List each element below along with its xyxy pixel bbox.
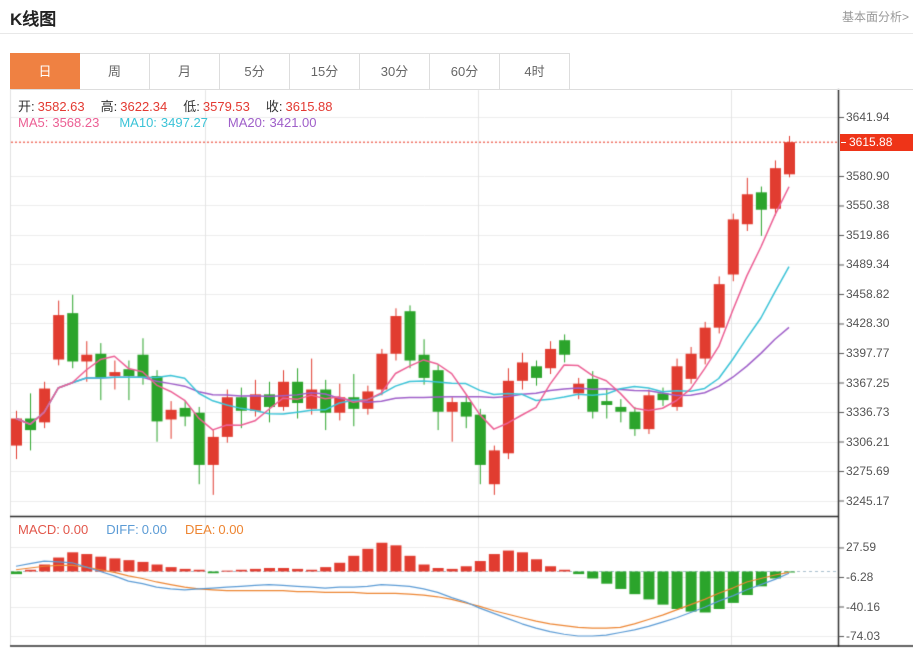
macd-axis-label: -74.03 [846,629,881,644]
macd-axis-label: -40.16 [846,599,881,614]
ma10-label: MA10: [119,115,157,130]
ohlc-low: 低: 3579.53 [183,96,250,115]
high-value: 3622.34 [120,99,168,114]
price-axis-label: 3458.82 [846,286,890,301]
current-price-tag: 3615.88 [840,134,913,151]
low-label: 低: [183,99,200,114]
macd-readout: MACD: 0.00 DIFF: 0.00 DEA: 0.00 [18,522,244,537]
ma5-readout: MA5: 3568.23 [18,115,99,130]
page-title: K线图 [10,10,57,29]
macd-value: 0.00 [62,522,89,537]
close-label: 收: [265,99,283,114]
price-axis-label: 3489.34 [846,257,890,272]
tab-day[interactable]: 日 [10,53,80,90]
tab-month[interactable]: 月 [150,53,220,90]
ma5-label: MA5: [18,115,49,130]
period-tab-bar: 日 周 月 5分 15分 30分 60分 4时 [10,53,570,90]
tab-30min[interactable]: 30分 [360,53,430,90]
price-axis-label: 3367.25 [846,375,890,390]
open-label: 开: [18,99,35,114]
ohlc-close: 收: 3615.88 [266,96,333,115]
open-value: 3582.63 [37,99,85,114]
tab-60min[interactable]: 60分 [430,53,500,90]
ohlc-high: 高: 3622.34 [101,96,168,115]
ma10-readout: MA10: 3497.27 [119,115,208,130]
ma-readout: MA5: 3568.23 MA10: 3497.27 MA20: 3421.00 [18,115,317,130]
ma5-value: 3568.23 [52,115,100,130]
diff-value-readout: DIFF: 0.00 [106,522,167,537]
ma20-label: MA20: [227,115,266,130]
price-axis-label: 3519.86 [846,227,890,242]
dea-value-readout: DEA: 0.00 [185,522,244,537]
price-axis-label: 3245.17 [846,493,890,508]
header-divider [0,33,913,34]
close-value: 3615.88 [285,99,333,114]
dea-value: 0.00 [218,522,244,537]
dea-label: DEA: [185,522,216,537]
ma20-value: 3421.00 [269,115,317,130]
diff-value: 0.00 [141,522,168,537]
price-axis-label: 3550.38 [846,198,890,213]
price-axis-label: 3275.69 [846,464,890,478]
tab-week[interactable]: 周 [80,53,150,90]
high-label: 高: [100,99,118,114]
diff-label: DIFF: [106,522,139,537]
macd-axis-label: 27.59 [846,540,877,555]
tab-15min[interactable]: 15分 [290,53,360,90]
price-axis-label: 3641.94 [846,110,890,124]
tab-4hour[interactable]: 4时 [500,53,570,90]
macd-label: MACD: [18,522,60,537]
fundamental-analysis-link[interactable]: 基本面分析> [841,10,909,24]
low-value: 3579.53 [202,99,250,114]
macd-value-readout: MACD: 0.00 [18,522,88,537]
price-axis-label: 3306.21 [846,434,890,449]
price-axis-label: 3580.90 [846,168,890,183]
ma10-value: 3497.27 [160,115,208,130]
ma20-readout: MA20: 3421.00 [228,115,317,130]
ohlc-open: 开: 3582.63 [18,96,85,115]
macd-axis-label: -6.28 [846,569,874,584]
price-axis-label: 3397.77 [846,346,890,360]
ohlc-readout: 开: 3582.63 高: 3622.34 低: 3579.53 收: 3615.88 [18,96,333,115]
price-axis-label: 3336.73 [846,405,890,419]
price-axis-label: 3428.30 [846,316,890,331]
tab-bar-divider [10,89,913,90]
tab-5min[interactable]: 5分 [220,53,290,90]
